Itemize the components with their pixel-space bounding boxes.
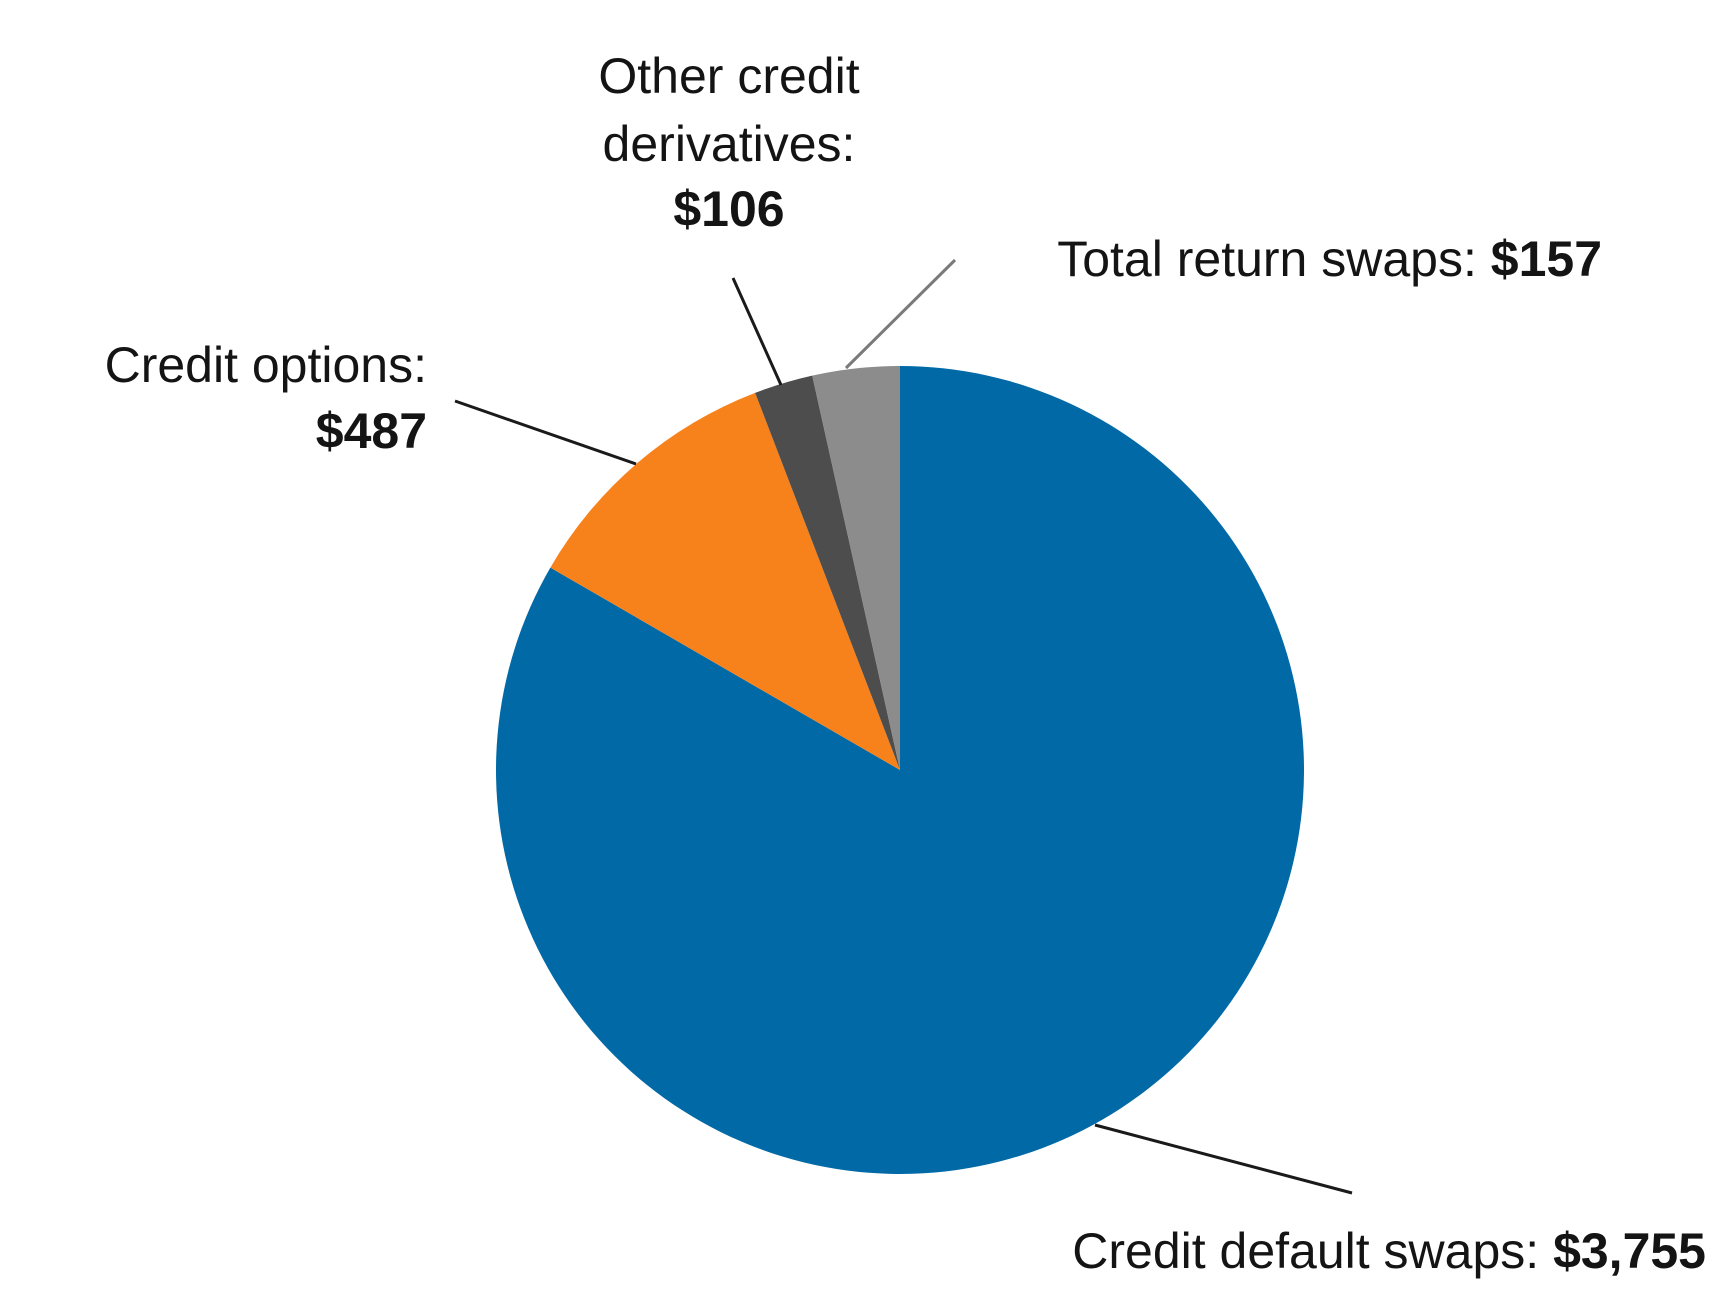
pie-slice-other-credit-derivatives <box>755 375 900 770</box>
slice-value-other-credit-derivatives: $106 <box>673 181 784 237</box>
slice-label-name: Credit default swaps: <box>1072 1223 1553 1279</box>
leader-line-credit-default-swaps <box>1094 1123 1353 1195</box>
slice-label-other-credit-derivatives-line-1: Other credit <box>598 48 859 104</box>
leader-line-other-credit-derivatives <box>731 277 783 386</box>
leader-line-total-return-swaps <box>844 258 957 370</box>
pie-slice-total-return-swaps <box>812 366 900 770</box>
pie-slice-credit-options <box>550 392 900 770</box>
slice-labels: Credit default swaps: $3,755 Credit optio… <box>105 48 1706 1279</box>
leader-line-credit-options <box>454 399 637 466</box>
slice-label-name: Total return swaps: <box>1057 231 1491 287</box>
slice-label-credit-options-line-1: Credit options: <box>105 337 427 393</box>
slice-value-label: $157 <box>1491 231 1602 287</box>
slice-label-total-return-swaps: Total return swaps: $157 <box>1057 231 1602 287</box>
pie-slices <box>496 366 1305 1174</box>
leader-lines <box>454 258 1353 1195</box>
slice-label-other-credit-derivatives-line-2: derivatives: <box>603 116 856 172</box>
slice-value-label: $3,755 <box>1553 1223 1706 1279</box>
slice-value-credit-options: $487 <box>316 403 427 459</box>
slice-label-credit-default-swaps: Credit default swaps: $3,755 <box>1072 1223 1706 1279</box>
